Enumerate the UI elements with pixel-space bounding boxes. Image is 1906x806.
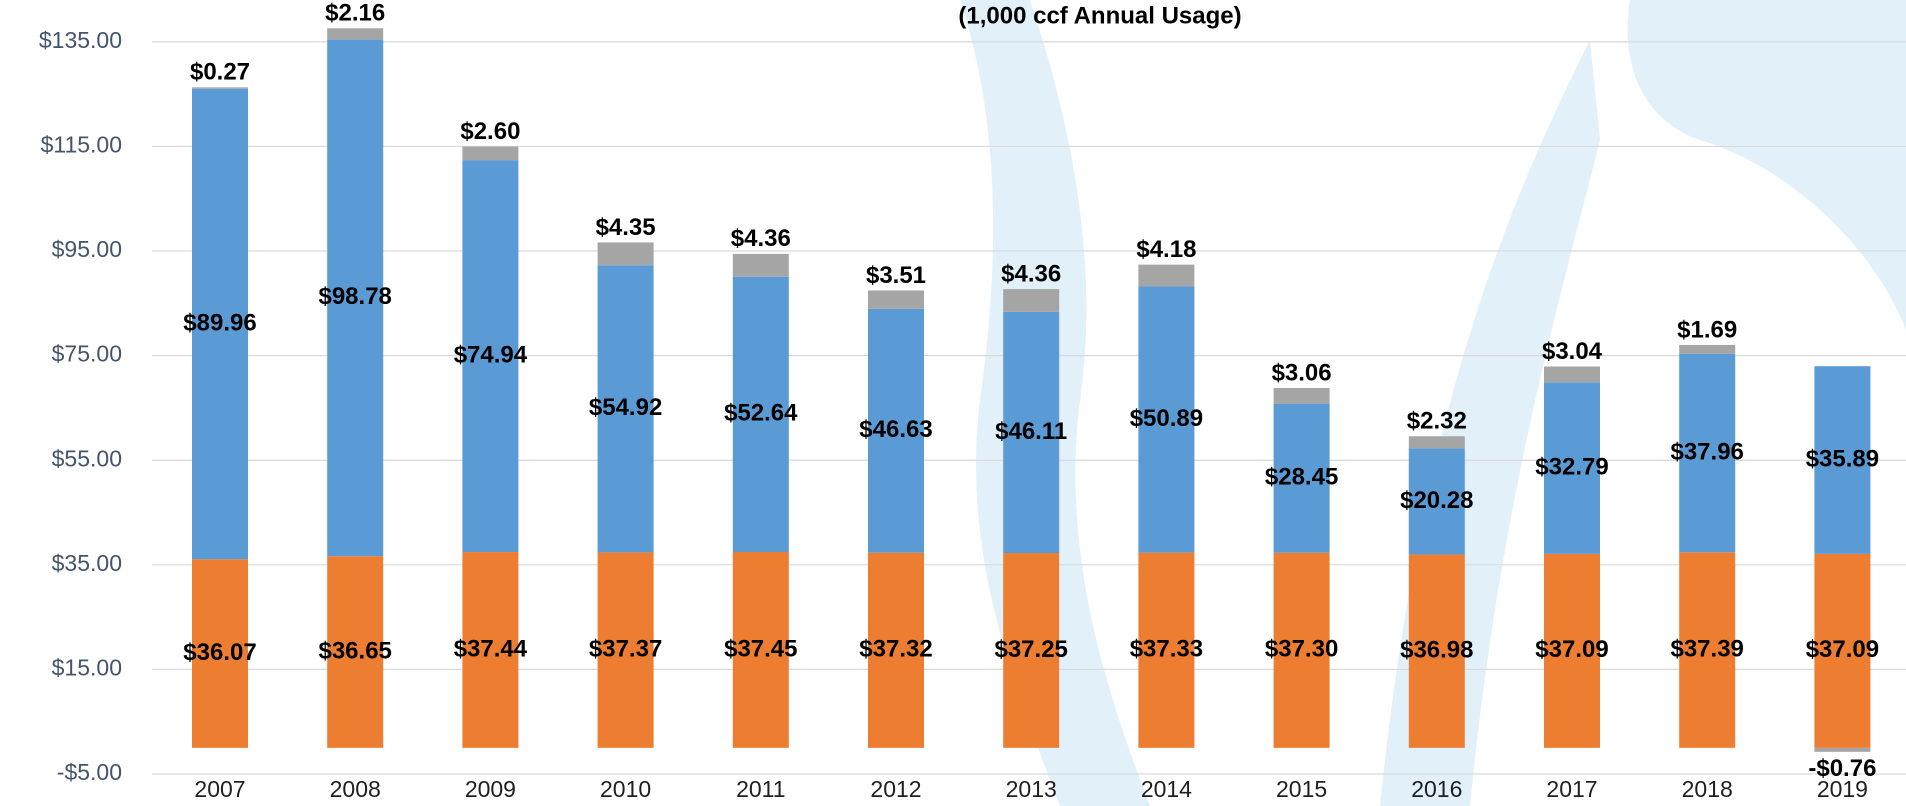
y-tick-label: $75.00 (52, 341, 122, 367)
value-label: $52.64 (724, 400, 798, 427)
x-tick-label: 2015 (1276, 776, 1327, 802)
value-label: $37.96 (1670, 438, 1743, 465)
value-label: $37.32 (859, 636, 932, 663)
value-label: $4.35 (596, 214, 656, 241)
value-label: $36.65 (318, 637, 391, 664)
value-label: $2.32 (1407, 408, 1467, 435)
bar-segment (1544, 366, 1600, 382)
value-label: $20.28 (1400, 487, 1473, 514)
bar-segment (1138, 265, 1194, 287)
x-tick-label: 2016 (1411, 776, 1462, 802)
value-label: -$0.76 (1808, 755, 1876, 782)
value-label: $4.36 (1001, 260, 1061, 287)
bar-segment (1274, 388, 1330, 404)
y-tick-label: -$5.00 (57, 759, 122, 785)
chart: (1,000 ccf Annual Usage) -$5.00 $15.00 $35… (0, 0, 1906, 806)
bar-segment (733, 254, 789, 277)
value-label: $37.39 (1670, 635, 1743, 662)
x-tick-label: 2008 (330, 776, 381, 802)
value-label: $37.44 (454, 635, 528, 662)
bar-segment (1409, 436, 1465, 448)
value-label: $37.33 (1130, 636, 1203, 663)
value-label: $0.27 (190, 59, 250, 86)
value-label: $37.37 (589, 635, 662, 662)
y-tick-label: $115.00 (41, 132, 122, 158)
bar-segment (327, 28, 383, 39)
bar-segment (1814, 748, 1870, 752)
bar-segment (462, 147, 518, 161)
value-label: $4.18 (1136, 236, 1196, 263)
value-label: $37.25 (994, 636, 1067, 663)
value-label: $36.07 (183, 639, 256, 666)
bar-segment (868, 290, 924, 308)
x-tick-label: 2012 (870, 776, 921, 802)
value-label: $89.96 (183, 309, 256, 336)
value-label: $4.36 (731, 225, 791, 252)
value-label: $3.06 (1272, 359, 1332, 386)
value-label: $37.09 (1806, 636, 1879, 663)
x-tick-label: 2013 (1006, 776, 1057, 802)
x-tick-label: 2017 (1546, 776, 1597, 802)
value-label: $74.94 (454, 341, 528, 368)
value-label: $32.79 (1535, 453, 1608, 480)
x-tick-label: 2018 (1682, 776, 1733, 802)
bar-segment (1003, 289, 1059, 312)
value-label: $35.89 (1806, 445, 1879, 472)
y-tick-label: $55.00 (52, 445, 122, 471)
x-tick-label: 2007 (194, 776, 245, 802)
x-tick-label: 2014 (1141, 776, 1192, 802)
value-label: $37.30 (1265, 636, 1338, 663)
value-label: $50.89 (1130, 405, 1203, 432)
value-label: $3.51 (866, 262, 926, 289)
bar-segment (192, 87, 248, 88)
value-label: $37.09 (1535, 636, 1608, 663)
bar-segment (598, 242, 654, 265)
chart-subtitle: (1,000 ccf Annual Usage) (958, 2, 1241, 29)
value-label: $36.98 (1400, 636, 1473, 663)
value-label: $37.45 (724, 635, 797, 662)
x-tick-label: 2011 (736, 776, 785, 802)
x-tick-label: 2010 (600, 776, 651, 802)
bar-segment (1679, 345, 1735, 354)
value-label: $46.63 (859, 416, 932, 443)
value-label: $3.04 (1542, 338, 1603, 365)
value-label: $54.92 (589, 394, 662, 421)
value-label: $2.16 (325, 0, 385, 27)
value-label: $28.45 (1265, 464, 1338, 491)
value-label: $2.60 (460, 118, 520, 145)
y-tick-label: $15.00 (52, 654, 122, 680)
x-tick-label: 2009 (465, 776, 516, 802)
y-tick-label: $35.00 (52, 550, 122, 576)
y-tick-label: $95.00 (52, 236, 122, 262)
y-tick-label: $135.00 (39, 27, 122, 53)
value-label: $1.69 (1677, 316, 1737, 343)
value-label: $98.78 (318, 283, 391, 310)
value-label: $46.11 (995, 418, 1067, 445)
